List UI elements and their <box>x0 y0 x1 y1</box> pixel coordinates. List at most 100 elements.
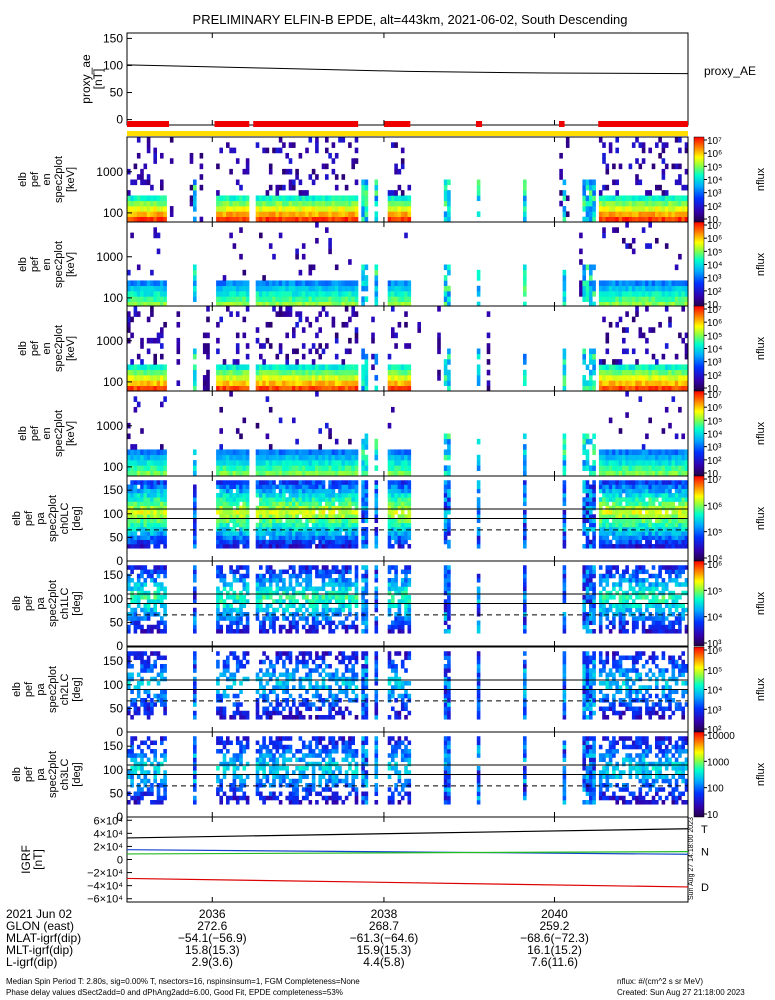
heatmap-cell <box>275 195 280 202</box>
heatmap-cell <box>328 291 332 297</box>
heatmap-cell <box>674 484 679 490</box>
heatmap-cell <box>229 624 233 630</box>
heatmap-cell <box>631 497 636 502</box>
heatmap-cell <box>648 510 652 515</box>
heatmap-cell <box>136 505 141 511</box>
ylabel-line: pef <box>23 510 35 526</box>
heatmap-cell <box>301 624 306 630</box>
heatmap-cell <box>361 603 365 609</box>
heatmap-cell <box>598 539 603 545</box>
heatmap-cell <box>255 449 260 456</box>
heatmap-cell <box>625 200 629 207</box>
heatmap-cell <box>582 501 586 507</box>
heatmap-cell <box>127 505 131 511</box>
heatmap-cell <box>268 163 273 170</box>
heatmap-cell <box>288 493 293 498</box>
heatmap-cell <box>635 311 639 317</box>
heatmap-cell <box>130 385 134 392</box>
heatmap-cell <box>216 484 220 490</box>
heatmap-cell <box>311 518 316 524</box>
heatmap-cell <box>282 480 286 485</box>
heatmap-cell <box>275 380 280 386</box>
heatmap-cell <box>127 449 131 456</box>
heatmap-cell <box>331 158 336 164</box>
heatmap-cell <box>146 470 151 477</box>
heatmap-cell <box>615 369 619 376</box>
heatmap-cell <box>318 514 322 519</box>
heatmap-cell <box>351 527 355 532</box>
heatmap-cell <box>143 211 148 217</box>
heatmap-cell <box>222 195 227 202</box>
heatmap-cell <box>671 535 676 541</box>
heatmap-cell <box>222 510 227 515</box>
heatmap-cell <box>678 332 682 339</box>
heatmap-cell <box>364 364 369 371</box>
heatmap-cell <box>136 624 141 630</box>
heatmap-cell <box>631 301 636 308</box>
heatmap-cell <box>674 179 679 186</box>
heatmap-cell <box>288 505 293 511</box>
heatmap-cell <box>344 184 349 191</box>
heatmap-cell <box>635 206 639 212</box>
heatmap-cell <box>242 484 247 490</box>
heatmap-cell <box>638 510 643 515</box>
heatmap-cell <box>255 460 260 466</box>
heatmap-cell <box>130 586 134 592</box>
heatmap-cell <box>661 190 666 196</box>
heatmap-cell <box>400 539 405 545</box>
heatmap-cell <box>394 190 398 196</box>
heatmap-cell <box>387 465 392 471</box>
heatmap-cell <box>351 465 355 471</box>
heatmap-cell <box>140 168 144 175</box>
heatmap-cell <box>404 539 408 545</box>
heatmap-cell <box>301 505 306 511</box>
heatmap-cell <box>156 211 161 217</box>
heatmap-cell <box>285 332 289 339</box>
heatmap-cell <box>150 480 154 485</box>
heatmap-cell <box>130 607 134 613</box>
heatmap-cell <box>344 527 349 532</box>
heatmap-cell <box>146 316 151 323</box>
heatmap-cell <box>278 206 283 212</box>
heatmap-cell <box>321 484 326 490</box>
heatmap-cell <box>127 612 131 617</box>
heatmap-cell <box>305 620 309 626</box>
heatmap-cell <box>391 522 395 528</box>
heatmap-cell <box>592 544 596 549</box>
heatmap-cell <box>523 184 527 191</box>
heatmap-cell <box>334 280 339 287</box>
heatmap-cell <box>443 539 448 545</box>
heatmap-cell <box>127 488 131 494</box>
heatmap-cell <box>651 460 656 466</box>
heatmap-cell <box>150 599 154 604</box>
heatmap-cell <box>344 195 349 202</box>
heatmap-cell <box>325 505 329 511</box>
heatmap-cell <box>259 470 263 477</box>
heatmap-cell <box>371 316 375 323</box>
heatmap-cell <box>239 522 243 528</box>
heatmap-cell <box>681 522 685 528</box>
heatmap-cell <box>605 505 610 511</box>
heatmap-cell <box>150 607 154 613</box>
heatmap-cell <box>364 216 369 223</box>
heatmap-cell <box>239 253 243 260</box>
heatmap-cell <box>136 200 141 207</box>
heatmap-cell <box>615 465 619 471</box>
heatmap-cell <box>242 493 247 498</box>
heatmap-cell <box>328 380 332 386</box>
heatmap-cell <box>387 539 392 545</box>
heatmap-cell <box>684 168 689 175</box>
heatmap-cell <box>437 375 441 381</box>
heatmap-cell <box>143 493 148 498</box>
heatmap-cell <box>226 510 230 515</box>
heatmap-cell <box>404 527 408 532</box>
heatmap-cell <box>199 216 204 223</box>
heatmap-cell <box>222 359 227 365</box>
colorbar-label: nflux <box>755 421 767 445</box>
heatmap-cell <box>387 493 392 498</box>
heatmap-cell <box>618 465 623 471</box>
heatmap-cell <box>308 582 313 587</box>
heatmap-cell <box>394 296 398 302</box>
heatmap-cell <box>245 582 250 587</box>
heatmap-cell <box>229 216 233 223</box>
